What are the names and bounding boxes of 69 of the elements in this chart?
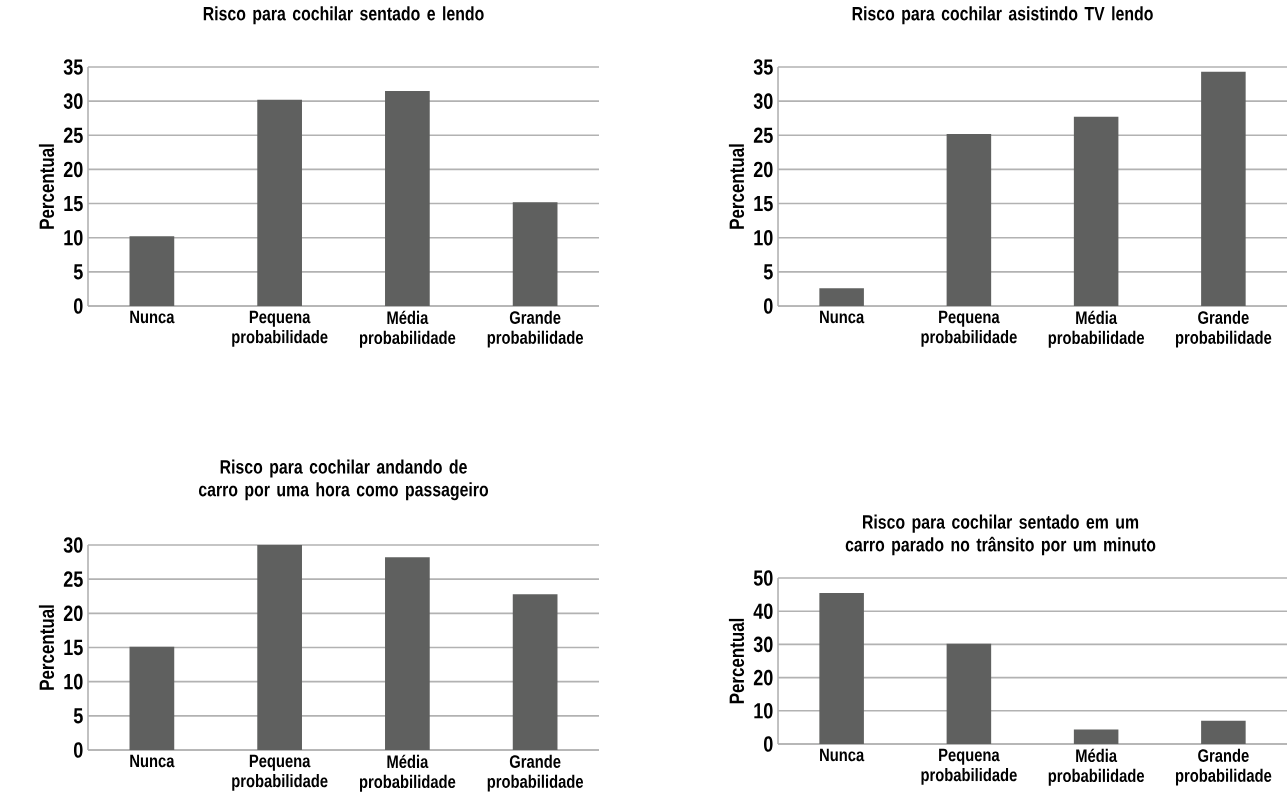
y-axis-title: Percentual (38, 144, 55, 229)
y-tick-label: 25 (63, 127, 83, 144)
y-tick-label: 30 (63, 93, 83, 109)
y-tick-label: 5 (73, 708, 83, 724)
y-tick-label: 15 (754, 195, 773, 212)
bar (1073, 116, 1119, 306)
y-tick-label: 30 (63, 537, 83, 553)
y-axis-title: Percentual (728, 618, 745, 704)
bar (385, 90, 430, 306)
x-tick-label: Grande probabilidade (487, 754, 584, 792)
x-tick-label: Nunca (820, 748, 865, 762)
x-tick-label: Pequena probabilidade (921, 748, 1017, 785)
y-tick-label: 10 (64, 229, 83, 246)
x-tick-label: Média probabilidade (1048, 310, 1145, 348)
y-axis-title: Percentual (728, 144, 745, 229)
chart-title: Risco para cochilar asistindo TV lendo (852, 6, 1153, 25)
y-tick-label: 20 (753, 161, 773, 178)
bar (946, 133, 992, 306)
bar (385, 557, 430, 750)
x-tick-label: Média probabilidade (1048, 748, 1145, 786)
bar (129, 236, 175, 306)
x-tick-label: Grande probabilidade (487, 310, 584, 348)
y-tick-label: 20 (753, 669, 773, 686)
y-tick-label: 0 (763, 298, 773, 314)
x-tick-label: Média probabilidade (359, 754, 456, 792)
y-tick-label: 5 (73, 264, 83, 280)
bar (819, 288, 864, 306)
x-tick-label: Grande probabilidade (1175, 310, 1272, 348)
y-tick-label: 0 (73, 742, 83, 758)
x-tick-label: Nunca (130, 310, 175, 324)
chart-title: Risco para cochilar andando de carro por uma hora como passageiro (198, 459, 489, 501)
bar (512, 202, 558, 306)
bar (257, 99, 302, 306)
chart-title: Risco para cochilar sentado em um carro parado no trânsito por um minuto (845, 514, 1156, 556)
y-axis-title: Percentual (38, 605, 55, 690)
y-tick-label: 0 (763, 736, 773, 752)
chart-title: Risco para cochilar sentado e lendo (203, 6, 484, 25)
x-tick-label: Nunca (820, 310, 865, 324)
bar (1201, 71, 1246, 306)
x-tick-label: Grande probabilidade (1175, 748, 1272, 786)
bar (1201, 720, 1246, 744)
y-tick-label: 40 (753, 603, 773, 619)
y-tick-label: 20 (63, 605, 83, 622)
x-tick-label: Média probabilidade (359, 310, 456, 348)
y-tick-label: 15 (64, 639, 83, 656)
bar (819, 592, 864, 744)
y-tick-label: 0 (73, 298, 83, 314)
y-tick-label: 35 (753, 59, 773, 75)
y-tick-label: 30 (753, 93, 773, 109)
y-tick-label: 20 (63, 161, 83, 178)
bar (1073, 729, 1119, 744)
x-tick-label: Nunca (130, 754, 175, 768)
y-tick-label: 10 (64, 673, 83, 690)
x-tick-label: Pequena probabilidade (921, 310, 1017, 347)
y-tick-label: 10 (754, 703, 773, 719)
bar (257, 545, 302, 750)
y-tick-label: 15 (64, 195, 83, 212)
bar (512, 594, 558, 750)
y-tick-label: 30 (753, 636, 773, 653)
y-tick-label: 5 (763, 264, 773, 280)
bar (946, 643, 992, 744)
y-tick-label: 10 (754, 229, 773, 246)
y-tick-label: 25 (63, 571, 83, 587)
y-tick-label: 50 (753, 570, 773, 586)
bar (129, 646, 175, 750)
x-tick-label: Pequena probabilidade (232, 754, 328, 791)
y-tick-label: 35 (63, 59, 83, 75)
y-tick-label: 25 (753, 127, 773, 144)
x-tick-label: Pequena probabilidade (232, 310, 328, 347)
